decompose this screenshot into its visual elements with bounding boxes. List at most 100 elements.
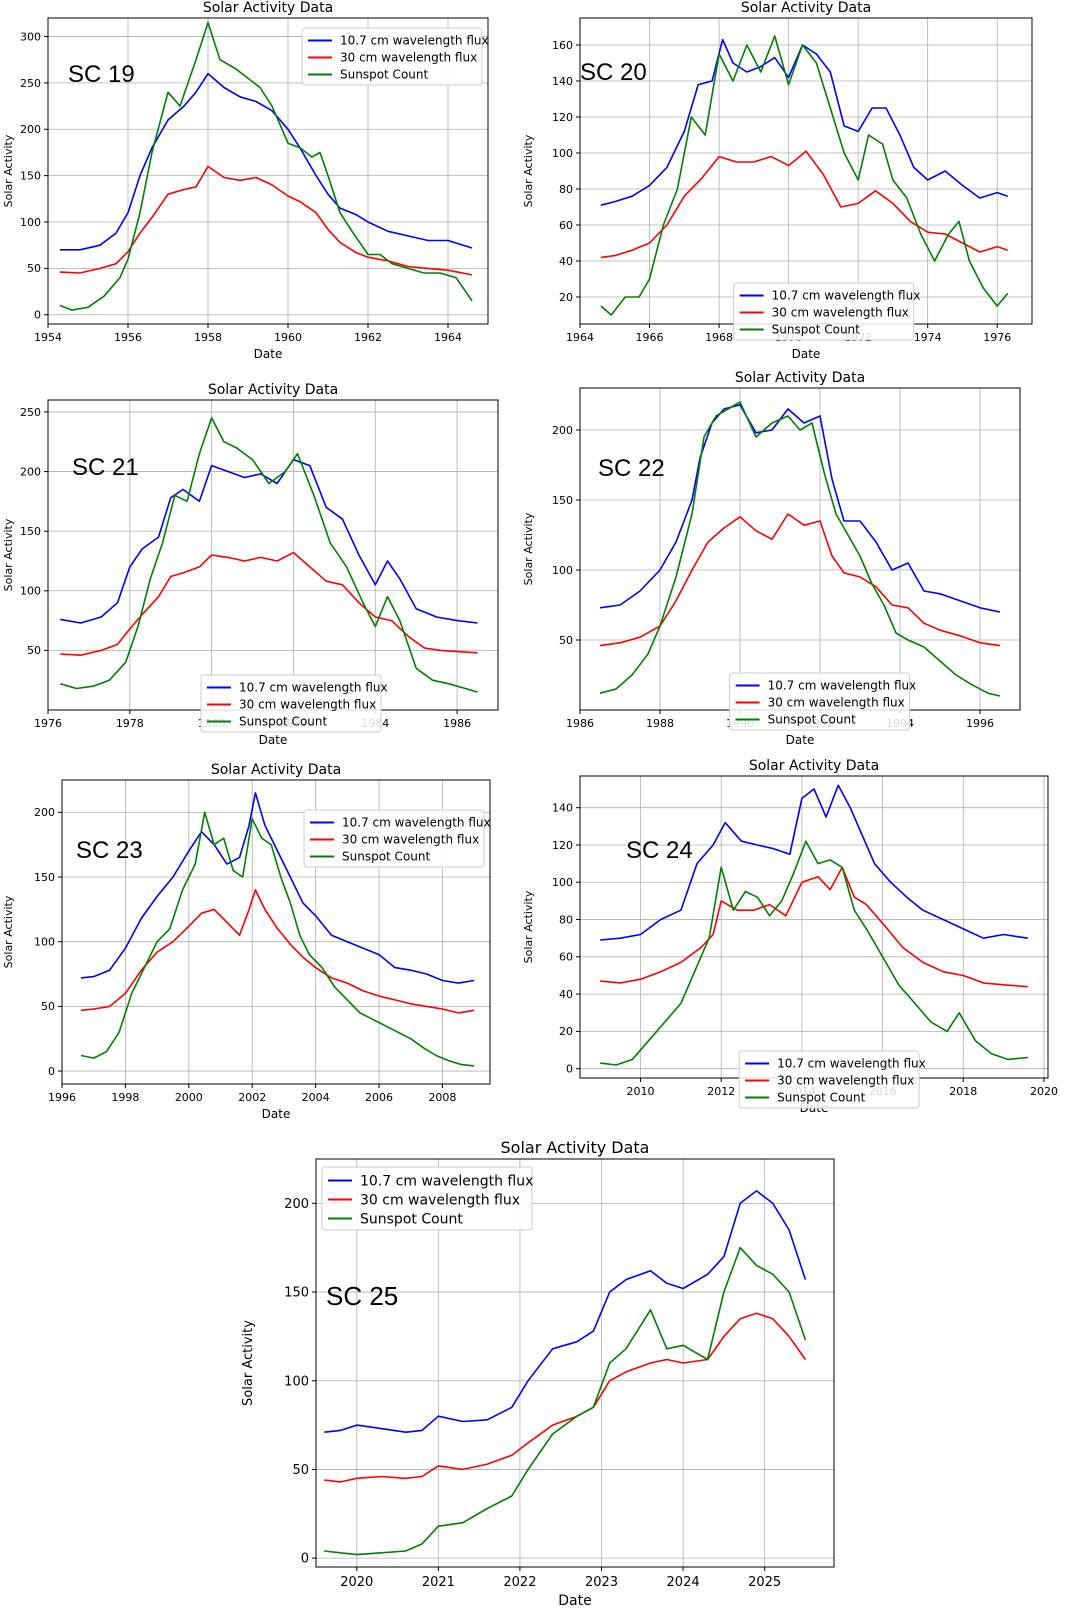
y-tick-label: 100 (20, 585, 41, 598)
x-tick-label: 1996 (48, 1091, 76, 1104)
chart-panel-6: Solar Activity Data201020122014201620182… (520, 756, 1060, 1124)
x-tick-label: 1966 (636, 331, 664, 344)
series-line-2 (599, 513, 1001, 647)
series-line-1 (600, 784, 1028, 941)
y-tick-label: 100 (552, 147, 573, 160)
x-axis-label: Date (792, 347, 821, 360)
series-line-3 (59, 21, 473, 311)
legend-label: Sunspot Count (768, 713, 856, 727)
plot-frame (579, 387, 1021, 711)
legend-box (729, 672, 911, 731)
series-line-1 (60, 72, 473, 251)
x-axis-label: Date (558, 1593, 591, 1609)
x-tick-label: 1958 (194, 331, 222, 344)
cycle-label: SC 25 (326, 1281, 398, 1311)
legend-label: 30 cm wavelength flux (768, 696, 905, 710)
x-tick-label: 2020 (1030, 1085, 1058, 1098)
legend-box (301, 27, 483, 86)
series-line-2 (600, 866, 1028, 988)
series-line-3 (600, 35, 1009, 316)
y-tick-label: 140 (552, 802, 573, 815)
chart-svg: Solar Activity Data 1954 1956 1958 1960 1962 1… (2, 0, 489, 360)
legend-label: 10.7 cm wavelength flux (342, 816, 491, 830)
chart-svg: Solar Activity Data198619881990199219941… (522, 370, 1021, 747)
x-tick-label: 2006 (365, 1091, 393, 1104)
series-line-2 (324, 1312, 807, 1483)
chart-panel-7: Solar Activity Data 2020 2021 2022 2023 2024 2… (240, 1135, 860, 1617)
x-axis-label: Date (786, 733, 815, 747)
x-tick-label: 1988 (646, 717, 674, 730)
series-line-2 (80, 889, 475, 1014)
chart-svg: Solar Activity Data197619781980198219841… (2, 382, 499, 747)
legend-label: 30 cm wavelength flux (239, 698, 376, 712)
y-tick-label: 50 (292, 1463, 309, 1478)
y-tick-label: 120 (552, 839, 573, 852)
chart-svg: Solar Activity Data196419661968197019721… (522, 0, 1033, 360)
y-tick-label: 0 (301, 1552, 309, 1567)
chart-title: Solar Activity Data (735, 370, 865, 386)
legend-label: Sunspot Count (340, 68, 428, 82)
chart-title: Solar Activity Data (501, 1138, 650, 1157)
chart-panel-3: Solar Activity Data197619781980198219841… (0, 378, 520, 750)
series-line-3 (324, 1246, 807, 1556)
legend: 10.7 cm wavelength flux 30 cm wavelength … (738, 1050, 926, 1109)
y-axis-label: Solar Activity (2, 518, 15, 591)
series-line-1 (80, 792, 475, 984)
x-axis-label: Date (262, 1107, 291, 1121)
y-tick-label: 80 (559, 183, 573, 196)
cycle-label: SC 22 (598, 455, 665, 482)
legend-label: 10.7 cm wavelength flux (239, 681, 388, 695)
x-tick-label: 1998 (111, 1091, 139, 1104)
x-tick-label: 1976 (983, 331, 1011, 344)
chart-panel-1: Solar Activity Data 1954 1956 1958 1960 1962 1… (0, 0, 520, 360)
legend-label: Sunspot Count (360, 1211, 463, 1227)
chart-title: Solar Activity Data (749, 758, 879, 774)
legend-box (321, 1166, 533, 1231)
legend-label: 10.7 cm wavelength flux (772, 289, 921, 303)
cycle-label: SC 19 (68, 61, 135, 88)
x-tick-label: 1960 (274, 331, 302, 344)
plot-frame (47, 17, 489, 325)
y-axis-label: Solar Activity (522, 512, 535, 585)
legend: 10.7 cm wavelength flux 30 cm wavelength … (200, 674, 388, 733)
y-tick-label: 60 (559, 951, 573, 964)
legend: 10.7 cm wavelength flux 30 cm wavelength … (321, 1166, 533, 1231)
series-line-2 (60, 551, 478, 657)
y-tick-label: 250 (20, 406, 41, 419)
y-tick-label: 120 (552, 111, 573, 124)
legend: 10.7 cm wavelength flux 30 cm wavelength … (729, 672, 916, 731)
x-tick-label: 2018 (949, 1085, 977, 1098)
cycle-label: SC 24 (626, 837, 693, 864)
y-tick-label: 200 (552, 424, 573, 437)
y-tick-label: 20 (559, 291, 573, 304)
y-tick-label: 150 (34, 871, 55, 884)
y-tick-label: 150 (20, 169, 41, 182)
legend: 10.7 cm wavelength flux 30 cm wavelength … (733, 282, 921, 341)
series-line-2 (59, 165, 473, 276)
chart-panel-5: Solar Activity Data 1996 1998 2000 2002 2004 2… (0, 760, 520, 1124)
y-tick-label: 100 (20, 216, 41, 229)
series-line-1 (600, 38, 1008, 206)
x-tick-label: 1962 (354, 331, 382, 344)
series-line-1 (599, 403, 1001, 613)
y-tick-label: 150 (20, 525, 41, 538)
y-tick-label: 50 (41, 1000, 55, 1013)
y-tick-label: 100 (34, 936, 55, 949)
chart-svg: Solar Activity Data 2020 2021 2022 2023 2024 2… (241, 1138, 835, 1609)
y-tick-label: 150 (284, 1286, 309, 1301)
series-line-1 (324, 1190, 807, 1434)
legend-label: 30 cm wavelength flux (360, 1192, 520, 1208)
y-axis-label: Solar Activity (522, 890, 535, 963)
x-tick-label: 2000 (175, 1091, 203, 1104)
y-tick-label: 100 (552, 564, 573, 577)
y-tick-label: 50 (559, 634, 573, 647)
x-tick-label: 2021 (422, 1575, 455, 1590)
y-tick-label: 40 (559, 255, 573, 268)
y-tick-label: 250 (20, 77, 41, 90)
y-tick-label: 300 (20, 30, 41, 43)
x-tick-label: 1974 (914, 331, 942, 344)
x-tick-label: 2020 (340, 1575, 373, 1590)
x-axis-label: Date (259, 733, 288, 747)
y-axis-label: Solar Activity (241, 1320, 256, 1406)
